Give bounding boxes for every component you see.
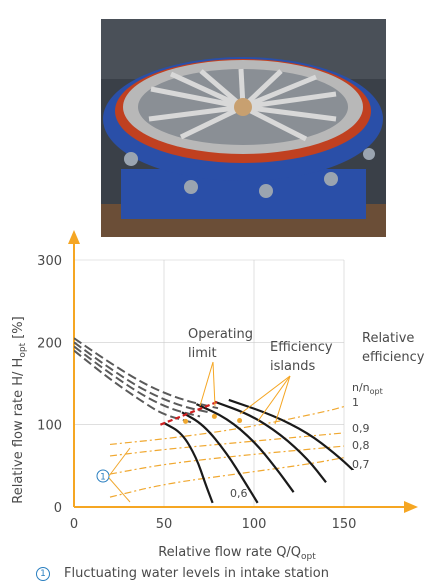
speed-label: 0,6 xyxy=(230,487,248,500)
y-axis-label: Relative flow rate H/ Hopt [%] xyxy=(11,316,28,503)
efficiency-curve xyxy=(109,432,345,457)
system-curve xyxy=(74,349,192,424)
x-tick-label: 0 xyxy=(70,517,78,532)
footnote-text: Fluctuating water levels in intake stati… xyxy=(64,566,329,581)
y-tick-label: 200 xyxy=(37,336,62,351)
efficiency-curve xyxy=(109,457,345,498)
operating-limit-line xyxy=(159,400,219,426)
y-tick-label: 300 xyxy=(37,254,62,269)
y-tick-labels: 0 100 200 300 xyxy=(37,254,62,516)
pump-curve xyxy=(214,400,327,483)
footnote: 1 Fluctuating water levels in intake sta… xyxy=(36,566,329,581)
x-tick-label: 50 xyxy=(156,517,173,532)
x-axis-label: Relative flow rate Q/Qopt xyxy=(158,545,316,562)
operating-limit-label: Operating limit xyxy=(188,327,257,361)
y-tick-label: 100 xyxy=(37,419,62,434)
curves xyxy=(74,337,354,504)
pump-curve xyxy=(163,422,214,504)
marker-1-pointer xyxy=(108,477,131,503)
footnote-marker: 1 xyxy=(36,566,50,581)
x-axis-arrow xyxy=(404,501,418,513)
marker-1-text: 1 xyxy=(100,473,106,483)
y-tick-label: 0 xyxy=(54,501,62,516)
system-curve xyxy=(74,345,201,418)
markers: 1 0,9 0,8 0,7 0,6 1 xyxy=(96,396,370,503)
pump-curve xyxy=(228,398,354,471)
system-curve xyxy=(74,337,219,410)
pump-curve xyxy=(181,411,259,504)
x-tick-labels: 0 50 100 150 xyxy=(70,517,357,532)
grid xyxy=(74,259,345,507)
efficiency-label: 1 xyxy=(352,396,359,409)
efficiency-label: 0,8 xyxy=(352,439,370,452)
y-axis-arrow xyxy=(68,230,80,244)
efficiency-islands-label: Efficiency islands xyxy=(270,340,337,374)
efficiency-label: 0,9 xyxy=(352,422,370,435)
efficiency-point xyxy=(211,413,217,419)
efficiency-point xyxy=(183,418,189,424)
pump-curve xyxy=(195,403,295,493)
system-curve xyxy=(74,341,210,414)
pump-photo xyxy=(101,19,386,237)
efficiency-point xyxy=(237,418,243,424)
annotation-pointers xyxy=(199,361,291,425)
marker-1-pointer xyxy=(108,447,131,477)
efficiency-label: 0,7 xyxy=(352,458,370,471)
efficiency-curve xyxy=(109,405,345,446)
axes xyxy=(68,230,418,513)
efficiency-symbol: n/nopt xyxy=(352,381,383,396)
relative-efficiency-label: Relative efficiency xyxy=(362,331,425,365)
x-tick-label: 100 xyxy=(242,517,267,532)
characteristic-diagram: 0 100 200 300 0 50 100 150 1 0,9 0,8 0,7 0,6 1 Rela… xyxy=(11,230,425,562)
x-tick-label: 150 xyxy=(332,517,357,532)
